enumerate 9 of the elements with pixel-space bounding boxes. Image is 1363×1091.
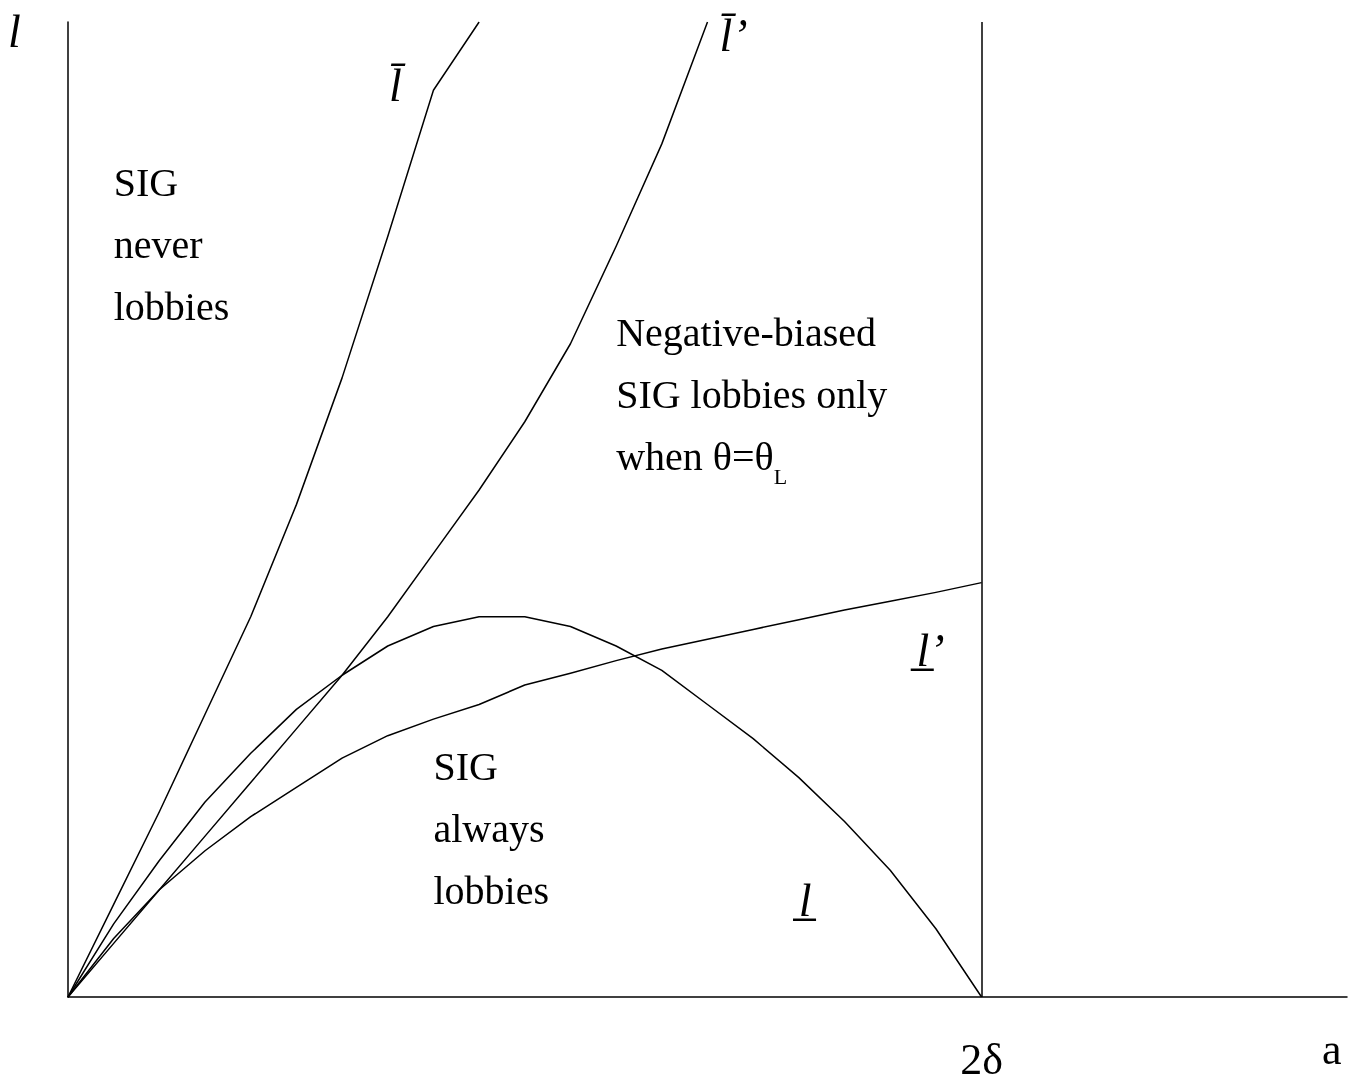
x-axis-title: a [1322, 1024, 1342, 1074]
annotation: SIG always lobbies [433, 744, 549, 914]
series-label: l̄’ [719, 9, 748, 61]
series-label: l̲’ [910, 625, 945, 677]
series-label: l̲ [792, 875, 817, 927]
series-label: l̄ [389, 59, 407, 111]
text: 2δ [960, 1034, 1003, 1084]
y-axis-title: l [8, 5, 21, 57]
annotation: SIG never lobbies [113, 160, 230, 330]
